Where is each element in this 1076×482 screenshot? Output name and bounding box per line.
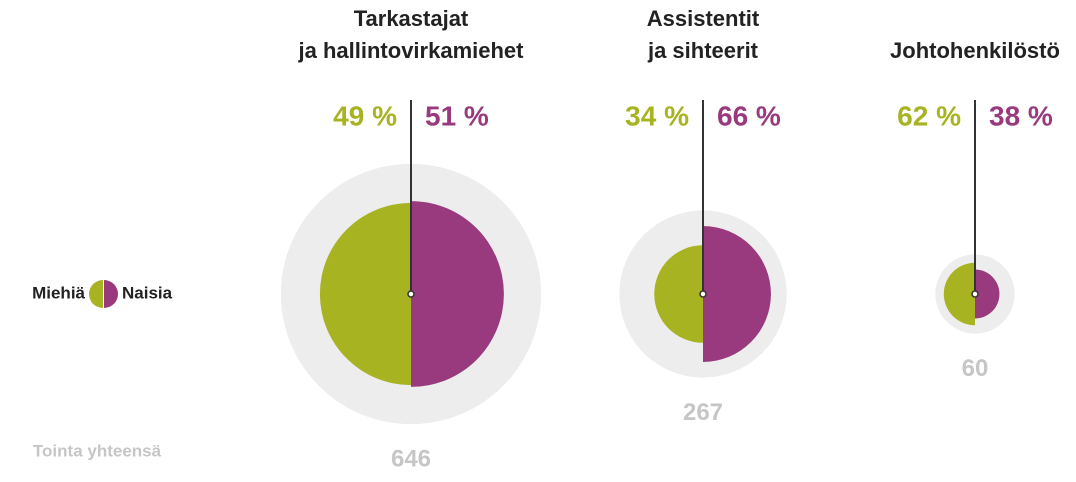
total-value: 646 [391, 445, 431, 472]
men-half [654, 245, 703, 343]
legend-icon [104, 280, 118, 308]
total-value: 267 [683, 399, 723, 426]
percent-label: 66 % [717, 100, 781, 131]
legend-icon [89, 280, 103, 308]
women-half [975, 269, 1000, 319]
center-dot [699, 290, 707, 298]
category-title: Tarkastajat [354, 6, 469, 31]
women-half [703, 226, 771, 362]
category-title: ja hallintovirkamiehet [298, 38, 525, 63]
center-dot [971, 290, 979, 298]
men-half [943, 262, 975, 326]
totals-label: Tointa yhteensä [33, 441, 162, 460]
women-half [411, 201, 504, 387]
center-dot [407, 290, 415, 298]
percent-label: 62 % [897, 100, 961, 131]
men-half [319, 202, 411, 386]
total-value: 60 [962, 355, 989, 382]
percent-label: 38 % [989, 100, 1053, 131]
percent-label: 51 % [425, 100, 489, 131]
legend-label: Naisia [122, 283, 173, 302]
percent-label: 34 % [625, 100, 689, 131]
percent-label: 49 % [333, 100, 397, 131]
legend-label: Miehiä [32, 283, 85, 302]
category-title: Assistentit [647, 6, 760, 31]
category-title: ja sihteerit [647, 38, 759, 63]
category-title: Johtohenkilöstö [890, 38, 1060, 63]
